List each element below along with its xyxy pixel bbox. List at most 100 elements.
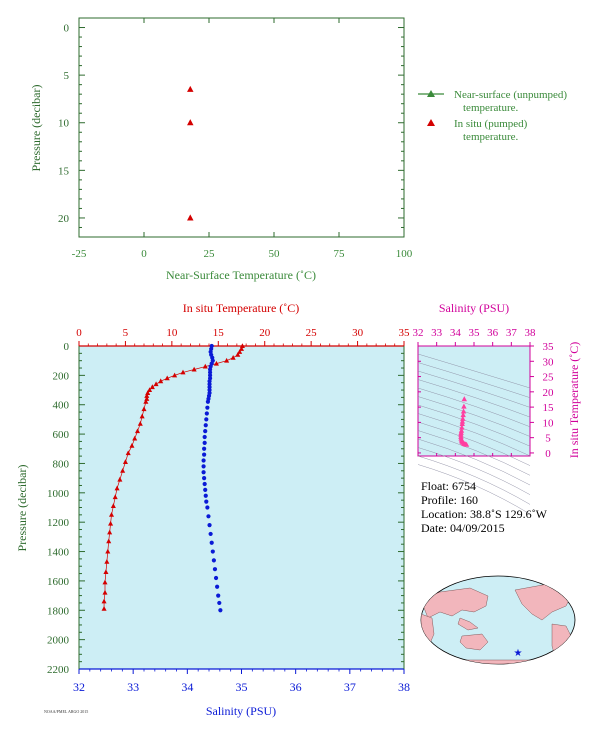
profile-y-tick-label: 200 xyxy=(53,370,70,382)
float-date: Date: 04/09/2015 xyxy=(421,521,505,535)
legend-entry-unpumped-line2: temperature. xyxy=(463,102,519,114)
profile-salinity-tick-label: 37 xyxy=(344,680,356,694)
near-surface-marks xyxy=(187,85,194,221)
ts-y-tick-label: 30 xyxy=(543,356,555,368)
profile-salinity-point xyxy=(209,540,214,545)
profile-y-tick-label: 2000 xyxy=(47,635,70,647)
profile-temperature-point xyxy=(125,450,131,456)
profile-temp-tick-label: 35 xyxy=(399,327,411,339)
land-maritime-asia xyxy=(457,617,479,631)
profile-salinity-point xyxy=(202,481,207,487)
profile-salinity-point xyxy=(216,593,221,598)
profile-temperature-point xyxy=(101,606,107,611)
ts-density-contour-line xyxy=(417,447,531,495)
profile-temperature-point xyxy=(147,387,153,393)
profile-salinity-point xyxy=(208,531,213,537)
profile-salinity-point xyxy=(213,575,219,581)
profile-temperature-point xyxy=(112,494,118,500)
ts-point xyxy=(461,396,467,402)
profile-salinity-point xyxy=(211,558,216,563)
ts-x-tick-label: 36 xyxy=(487,327,499,339)
profile-salinity-tick-label: 34 xyxy=(181,680,193,694)
ts-density-contour-line xyxy=(417,430,531,476)
profile-salinity-point xyxy=(203,487,208,492)
profile-temperature-point xyxy=(158,378,164,384)
profile-top-x-axis-label: In situ Temperature (˚C) xyxy=(183,301,300,315)
profile-salinity-point xyxy=(204,499,209,504)
ts-x-tick-label: 32 xyxy=(413,327,424,339)
profile-y-tick-label: 0 xyxy=(64,341,70,353)
profile-temperature-point xyxy=(117,476,123,482)
profile-temperature-point xyxy=(139,413,145,419)
profile-salinity-point xyxy=(202,476,207,481)
near-surface-y-tick-label: 5 xyxy=(64,70,70,82)
profile-temperature-point xyxy=(108,520,114,526)
ts-density-contour-line xyxy=(417,464,531,515)
profile-salinity-point xyxy=(202,440,207,445)
profile-salinity-point xyxy=(207,373,213,378)
profile-y-axis-label: Pressure (decibar) xyxy=(15,465,29,552)
profile-salinity-point xyxy=(202,446,207,451)
profile-temperature-point xyxy=(224,357,230,363)
profile-temperature-point xyxy=(107,529,113,535)
ts-point xyxy=(463,441,470,447)
near-surface-x-axis-label: Near-Surface Temperature (˚C) xyxy=(166,268,316,282)
profile-salinity-point xyxy=(206,514,211,519)
near-surface-point xyxy=(187,214,194,221)
ts-x-tick-label: 33 xyxy=(431,327,443,339)
profile-temperature-point xyxy=(120,467,126,473)
profile-y-tick-label: 1000 xyxy=(47,488,70,500)
profile-temperature-point xyxy=(104,559,110,564)
ts-density-contour-line xyxy=(417,404,531,447)
profile-temp-tick-label: 30 xyxy=(352,327,364,339)
profile-temperature-point xyxy=(103,569,109,575)
near-surface-y-tick-label: 15 xyxy=(58,165,70,177)
ts-y-tick-label: 15 xyxy=(543,402,555,414)
ts-point xyxy=(461,403,467,409)
ts-density-contour-line xyxy=(417,455,531,505)
profile-temp-tick-label: 0 xyxy=(76,327,82,339)
ts-density-contours xyxy=(417,353,531,515)
ts-point xyxy=(460,408,467,414)
profile-temperature-point xyxy=(238,346,245,351)
profile-temperature-point xyxy=(114,485,120,491)
profile-salinity-point xyxy=(201,470,206,475)
profile-salinity-tick-label: 36 xyxy=(290,680,302,694)
profile-y-tick-label: 800 xyxy=(53,458,70,470)
profile-temperature-point xyxy=(129,443,135,448)
profile-salinity-tick-label: 33 xyxy=(127,680,139,694)
profile-salinity-point xyxy=(207,370,213,375)
near-surface-y-tick-label: 0 xyxy=(64,23,70,35)
ts-y-tick-label: 35 xyxy=(543,341,555,353)
profile-temperature-point xyxy=(122,459,128,464)
ts-density-contour-line xyxy=(417,379,531,418)
profile-temperature-point xyxy=(172,372,178,378)
profile-salinity-tick-label: 38 xyxy=(398,680,410,694)
ts-y-axis-label: In situ Temperature (˚C) xyxy=(567,342,581,459)
float-id: Float: 6754 xyxy=(421,479,476,493)
profile-bottom-x-axis-label: Salinity (PSU) xyxy=(206,704,276,718)
legend-triangle-red xyxy=(427,119,435,126)
ts-x-tick-label: 38 xyxy=(525,327,537,339)
ts-point xyxy=(460,412,466,418)
near-surface-x-tick-label: -25 xyxy=(72,248,87,260)
profile-temperature-point xyxy=(110,503,116,508)
profile-salinity-point xyxy=(204,411,209,416)
profile-salinity-point xyxy=(204,417,209,422)
ts-point xyxy=(459,424,465,430)
profile-temperature-point xyxy=(141,406,147,412)
ts-marks xyxy=(458,396,470,447)
ts-point xyxy=(459,420,465,427)
float-location: Location: 38.8˚S 129.6˚W xyxy=(421,507,548,521)
ts-y-tick-label: 5 xyxy=(545,433,551,445)
profile-salinity-tick-label: 35 xyxy=(236,680,248,694)
profile-temperature-point xyxy=(143,398,149,404)
near-surface-point xyxy=(187,119,194,126)
ts-density-contour-line xyxy=(417,421,531,466)
ts-density-contour-line xyxy=(417,370,531,408)
profile-temperature-point xyxy=(105,548,111,554)
profile-marks xyxy=(101,343,245,613)
ts-title: Salinity (PSU) xyxy=(439,301,509,315)
world-map: ★ xyxy=(420,575,576,665)
profile-salinity-point xyxy=(202,452,207,457)
